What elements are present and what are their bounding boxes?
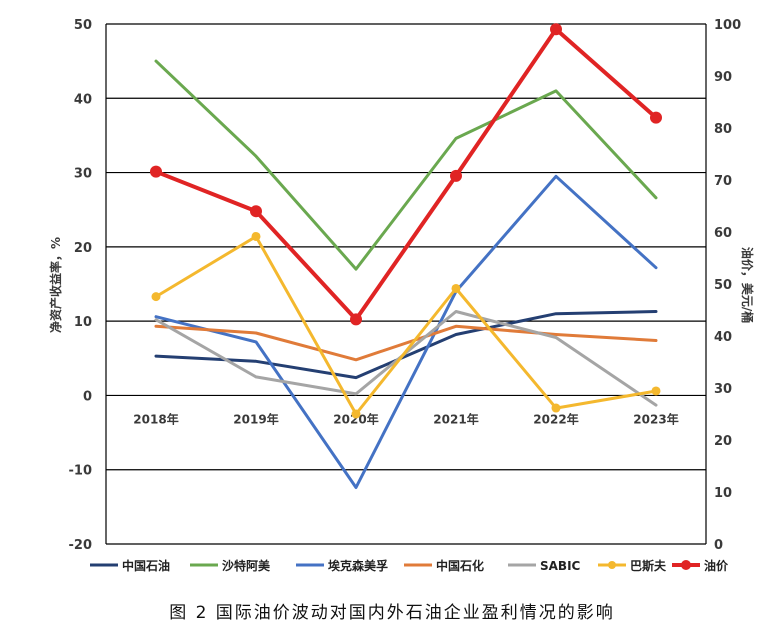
figure-caption: 图 2 国际油价波动对国内外石油企业盈利情况的影响	[169, 603, 615, 623]
series-line-中国石化	[154, 324, 658, 362]
category-label: 2023年	[633, 411, 678, 426]
left-axis-title: 净资产收益率，%	[48, 237, 63, 333]
data-point-油价	[450, 169, 462, 182]
right-tick-label: 0	[714, 538, 723, 553]
category-label: 2021年	[433, 411, 478, 426]
left-axis-ticks: 50 40 30 20 10 0 -10 -20	[69, 18, 93, 553]
legend-label: SABIC	[540, 559, 581, 573]
left-tick-label: 0	[83, 389, 92, 404]
legend-label: 巴斯夫	[630, 558, 667, 573]
legend: 中国石油 沙特阿美 埃克森美孚 中国石化 SABIC 巴斯夫 油价	[90, 558, 729, 573]
data-point-油价	[150, 165, 162, 178]
right-tick-label: 80	[714, 122, 732, 137]
left-tick-label: 40	[74, 92, 92, 107]
data-point-巴斯夫	[651, 386, 661, 396]
right-tick-label: 60	[714, 226, 732, 241]
data-point-油价	[550, 23, 562, 36]
category-label: 2020年	[333, 411, 378, 426]
left-tick-label: 10	[74, 315, 92, 330]
data-point-巴斯夫	[351, 409, 361, 419]
data-point-油价	[250, 205, 262, 218]
legend-label: 油价	[704, 558, 729, 573]
data-point-巴斯夫	[151, 292, 161, 302]
left-tick-label: 30	[74, 167, 92, 182]
data-point-巴斯夫	[251, 231, 261, 241]
series-line-中国石油	[154, 310, 658, 380]
left-tick-label: -20	[69, 538, 93, 553]
right-axis-title: 油价，美元/桶	[740, 247, 755, 323]
series-line-巴斯夫	[154, 235, 658, 416]
series-line-油价	[154, 27, 658, 322]
left-tick-label: 20	[74, 241, 92, 256]
legend-label: 沙特阿美	[222, 558, 271, 573]
legend-label: 埃克森美孚	[328, 558, 388, 573]
right-tick-label: 90	[714, 70, 732, 85]
right-tick-label: 70	[714, 174, 732, 189]
left-tick-label: -10	[69, 464, 93, 479]
category-label: 2019年	[233, 411, 278, 426]
data-point-油价	[650, 111, 662, 124]
data-point-巴斯夫	[451, 283, 461, 293]
legend-label: 中国石油	[122, 558, 170, 573]
right-tick-label: 100	[714, 18, 741, 33]
data-point-巴斯夫	[551, 403, 561, 413]
legend-label: 中国石化	[436, 558, 484, 573]
right-tick-label: 50	[714, 278, 732, 293]
legend-marker	[608, 561, 616, 569]
gridlines	[105, 23, 707, 545]
right-tick-label: 10	[714, 486, 732, 501]
series-lines	[154, 59, 658, 489]
legend-marker	[681, 560, 691, 570]
right-tick-label: 40	[714, 330, 732, 345]
data-point-油价	[350, 313, 362, 326]
category-axis-labels: 2018年 2019年 2020年 2021年 2022年 2023年	[133, 411, 678, 426]
series-line-埃克森美孚	[154, 174, 658, 489]
right-tick-label: 20	[714, 434, 732, 449]
category-label: 2018年	[133, 411, 178, 426]
left-tick-label: 50	[74, 18, 92, 33]
series-markers	[150, 23, 662, 419]
right-tick-label: 30	[714, 382, 732, 397]
series-line-沙特阿美	[154, 59, 658, 271]
category-label: 2022年	[533, 411, 578, 426]
